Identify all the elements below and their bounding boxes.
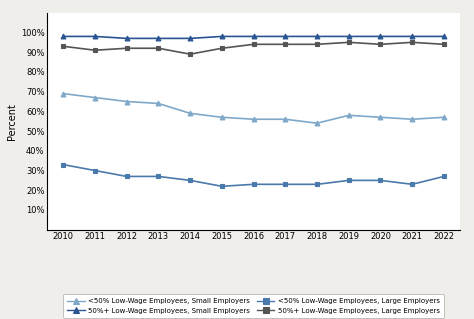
Legend: <50% Low-Wage Employees, Small Employers, 50%+ Low-Wage Employees, Small Employe: <50% Low-Wage Employees, Small Employers… bbox=[63, 294, 444, 318]
Y-axis label: Percent: Percent bbox=[7, 103, 17, 140]
